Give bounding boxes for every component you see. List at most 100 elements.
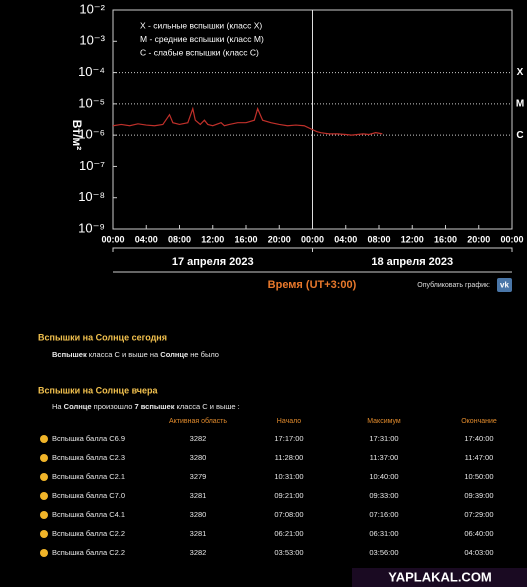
day-bracket	[112, 247, 313, 252]
table-cell: 09:21:00	[274, 491, 303, 500]
y-tick-label: 10⁻⁹	[78, 220, 105, 235]
table-cell: 3281	[190, 491, 207, 500]
note-part: класса С и выше :	[174, 402, 239, 411]
x-axis-title: Время (UT+3:00)	[268, 279, 357, 291]
day-label: 18 апреля 2023	[371, 256, 453, 268]
table-cell: 06:40:00	[464, 529, 493, 538]
flare-dot	[40, 549, 48, 557]
table-cell: Вспышка балла C2.1	[52, 472, 125, 481]
y-tick-label: 10⁻³	[79, 33, 105, 48]
table-cell: 17:40:00	[464, 434, 493, 443]
x-tick-label: 08:00	[367, 234, 390, 244]
flare-dot	[40, 435, 48, 443]
yesterday-title: Вспышки на Солнце вчера	[38, 385, 158, 395]
table-cell: 09:33:00	[369, 491, 398, 500]
table-cell: 11:28:00	[275, 453, 304, 462]
table-cell: 3282	[190, 434, 207, 443]
day-bracket	[312, 247, 513, 252]
table-cell: 09:39:00	[464, 491, 493, 500]
day-label: 17 апреля 2023	[172, 256, 254, 268]
table-header: Максимум	[367, 418, 401, 425]
flare-dot	[40, 511, 48, 519]
table-cell: 3281	[190, 529, 207, 538]
table-cell: 03:53:00	[274, 548, 303, 557]
table-cell: 10:50:00	[464, 472, 493, 481]
table-cell: 07:29:00	[464, 510, 493, 519]
x-tick-label: 00:00	[101, 234, 124, 244]
y-tick-label: 10⁻⁸	[78, 189, 105, 204]
watermark-bg	[352, 568, 527, 587]
x-tick-label: 16:00	[434, 234, 457, 244]
note-part: класса С и выше на	[87, 350, 161, 359]
x-tick-label: 08:00	[168, 234, 191, 244]
yesterday-note: На Солнце произошло 7 вспышек класса С и…	[52, 402, 240, 411]
table-cell: Вспышка балла C2.2	[52, 548, 125, 557]
table-cell: 03:56:00	[369, 548, 398, 557]
x-tick-label: 16:00	[234, 234, 257, 244]
note-part: не было	[188, 350, 219, 359]
y-tick-label: 10⁻²	[79, 1, 105, 16]
table-header: Окончание	[461, 418, 497, 425]
vk-icon: vk	[500, 281, 509, 290]
x-tick-label: 20:00	[467, 234, 490, 244]
table-header: Начало	[277, 418, 301, 425]
table-cell: 10:40:00	[369, 472, 398, 481]
y-tick-label: 10⁻⁷	[79, 158, 105, 173]
class-label: C	[516, 130, 523, 141]
x-tick-label: 12:00	[401, 234, 424, 244]
table-cell: 04:03:00	[464, 548, 493, 557]
table-cell: Вспышка балла C7.0	[52, 491, 125, 500]
table-cell: 07:08:00	[274, 510, 303, 519]
table-cell: 17:17:00	[274, 434, 303, 443]
x-tick-label: 20:00	[268, 234, 291, 244]
x-tick-label: 00:00	[301, 234, 324, 244]
note-part: На	[52, 402, 64, 411]
class-label: X	[517, 67, 524, 78]
y-axis-label: Вт/м²	[70, 120, 84, 151]
flare-dot	[40, 492, 48, 500]
note-part: Солнце	[64, 402, 92, 411]
table-cell: 06:21:00	[274, 529, 303, 538]
table-cell: 3280	[190, 453, 207, 462]
table-cell: Вспышка балла C2.2	[52, 529, 125, 538]
legend-entry: M - средние вспышки (класс M)	[140, 34, 264, 44]
flare-dot	[40, 454, 48, 462]
table-cell: Вспышка балла C6.9	[52, 434, 125, 443]
legend-entry: X - сильные вспышки (класс X)	[140, 20, 262, 30]
table-header: Активная область	[169, 417, 227, 425]
flux-line	[112, 106, 383, 136]
today-note: Вспышек класса С и выше на Солнце не был…	[52, 350, 219, 359]
note-part: произошло	[92, 402, 135, 411]
note-part: Солнце	[160, 350, 188, 359]
note-part: Вспышек	[52, 350, 87, 359]
note-part: 7 вспышек	[135, 402, 175, 411]
watermark: YAPLAKAL.COM	[388, 569, 492, 584]
class-label: M	[516, 98, 524, 109]
x-tick-label: 00:00	[500, 234, 523, 244]
table-cell: 3280	[190, 510, 207, 519]
x-tick-label: 04:00	[135, 234, 158, 244]
table-cell: Вспышка балла C2.3	[52, 453, 125, 462]
table-cell: 11:47:00	[465, 453, 494, 462]
table-cell: Вспышка балла C4.1	[52, 510, 125, 519]
table-cell: 17:31:00	[369, 434, 398, 443]
flare-dot	[40, 530, 48, 538]
y-tick-label: 10⁻⁴	[78, 64, 105, 79]
flare-dot	[40, 473, 48, 481]
y-tick-label: 10⁻⁵	[78, 95, 105, 110]
table-cell: 11:37:00	[370, 453, 399, 462]
vk-button[interactable]	[497, 278, 512, 292]
legend-entry: C - слабые вспышки (класс C)	[140, 47, 259, 57]
table-cell: 3282	[190, 548, 207, 557]
x-tick-label: 12:00	[201, 234, 224, 244]
table-cell: 10:31:00	[274, 472, 303, 481]
x-tick-label: 04:00	[334, 234, 357, 244]
y-tick-label: 10⁻⁶	[78, 127, 105, 142]
table-cell: 07:16:00	[369, 510, 398, 519]
share-label[interactable]: Опубликовать график:	[417, 281, 490, 289]
today-title: Вспышки на Солнце сегодня	[38, 332, 167, 342]
table-cell: 3279	[190, 472, 207, 481]
table-cell: 06:31:00	[369, 529, 398, 538]
